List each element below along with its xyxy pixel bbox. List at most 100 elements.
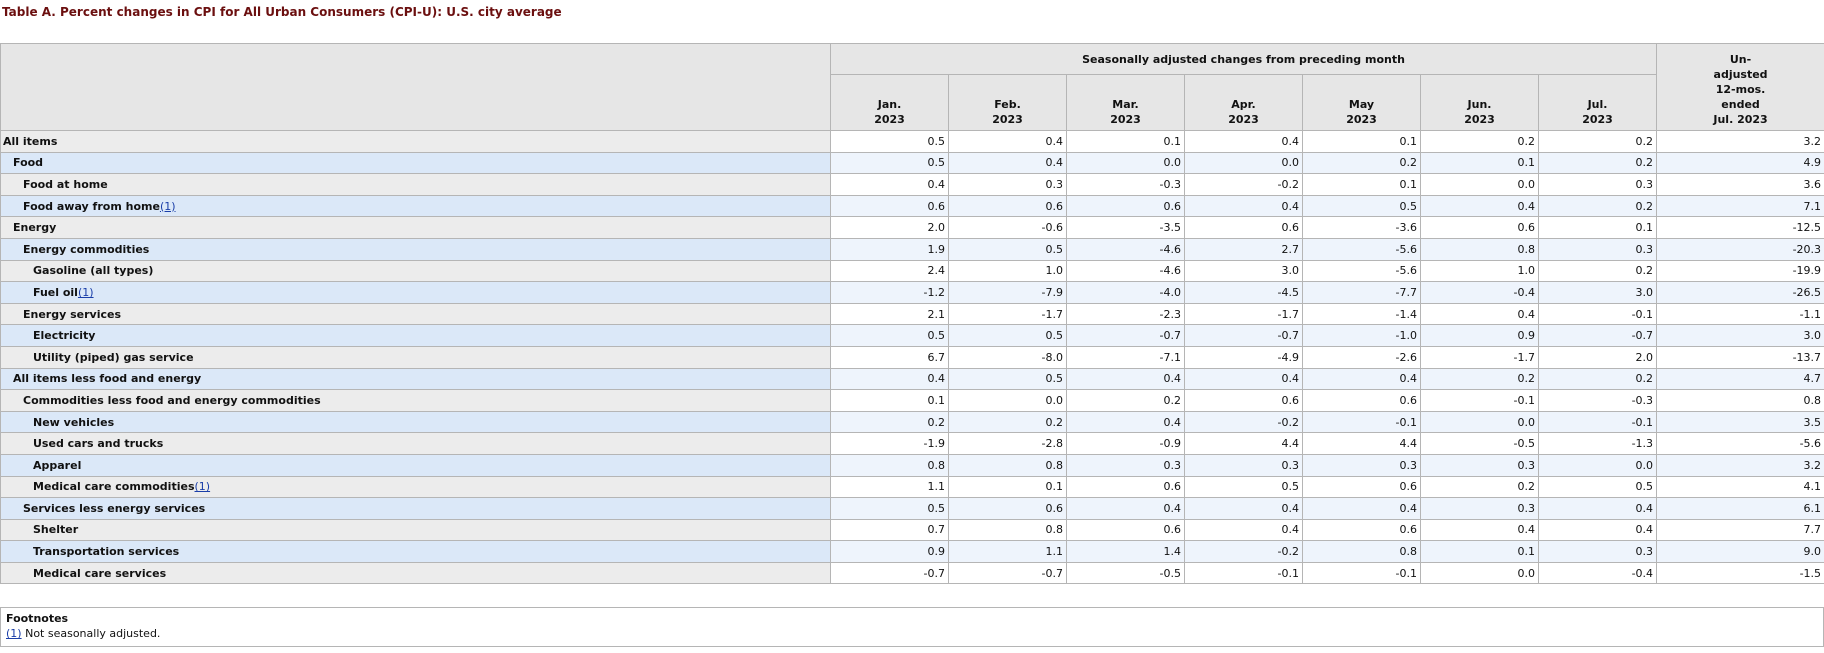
header-month-year: 2023 <box>1110 113 1141 126</box>
table-row: Energy 2.0 -0.6 -3.5 0.6 -3.6 0.6 0.1 -12.5 <box>0 216 1824 239</box>
row-label: Energy services <box>0 302 831 326</box>
table-cell: 0.8 <box>1420 237 1539 261</box>
table-cell: 9.0 <box>1656 540 1824 563</box>
table-cell: 0.5 <box>830 151 949 175</box>
header-unadjusted: Un- adjusted 12-mos. ended Jul. 2023 <box>1656 43 1824 131</box>
table-cell: -0.2 <box>1184 410 1303 434</box>
footnote-link[interactable]: (1) <box>159 199 176 213</box>
table-cell: 0.1 <box>1302 173 1421 196</box>
table-cell: 3.5 <box>1656 410 1824 434</box>
table-row: Gasoline (all types) 2.4 1.0 -4.6 3.0 -5.6 1.0… <box>0 259 1824 283</box>
table-cell: -0.2 <box>1184 173 1303 196</box>
table-cell: 0.5 <box>830 130 949 153</box>
table-row: Food at home 0.4 0.3 -0.3 -0.2 0.1 0.0 0.3 3.6 <box>0 173 1824 196</box>
table-cell: 0.8 <box>1302 540 1421 563</box>
table-cell: 0.6 <box>830 194 949 218</box>
row-label: Fuel oil(1) <box>0 281 831 304</box>
row-label: Gasoline (all types) <box>0 259 831 283</box>
row-label-text: Food <box>13 156 44 170</box>
table-cell: 1.9 <box>830 237 949 261</box>
table-cell: 6.1 <box>1656 497 1824 520</box>
table-cell: 0.4 <box>948 151 1067 175</box>
table-row: Fuel oil(1) -1.2 -7.9 -4.0 -4.5 -7.7 -0.4 3.0 -2… <box>0 281 1824 304</box>
header-corner <box>0 43 831 131</box>
header-month-year: 2023 <box>1346 113 1377 126</box>
table-cell: 0.1 <box>1302 130 1421 153</box>
header-month: Jun. 2023 <box>1420 74 1539 131</box>
table-cell: 0.2 <box>1420 130 1539 153</box>
table-cell: 7.1 <box>1656 194 1824 218</box>
table-row: Electricity 0.5 0.5 -0.7 -0.7 -1.0 0.9 -0.7 3.0 <box>0 324 1824 347</box>
table-cell: 2.7 <box>1184 237 1303 261</box>
table-cell: 0.8 <box>830 453 949 477</box>
table-cell: 0.4 <box>1066 410 1185 434</box>
table-cell: -7.7 <box>1302 281 1421 304</box>
row-label: Energy <box>0 216 831 239</box>
row-label-text: Food at home <box>23 177 108 191</box>
header-unadjusted-line: 12-mos. <box>1715 83 1766 96</box>
table-cell: 4.4 <box>1302 432 1421 455</box>
table-cell: -0.2 <box>1184 540 1303 563</box>
table-cell: 0.2 <box>830 410 949 434</box>
table-cell: -0.1 <box>1302 561 1421 585</box>
table-cell: 1.4 <box>1066 540 1185 563</box>
header-month: Mar. 2023 <box>1066 74 1185 131</box>
header-month-name: May <box>1348 98 1375 111</box>
row-label: Food away from home(1) <box>0 194 831 218</box>
table-cell: 0.0 <box>1537 453 1658 477</box>
header-unadjusted-line: adjusted <box>1713 68 1768 81</box>
table-cell: -19.9 <box>1656 259 1824 283</box>
table-cell: 0.4 <box>1066 367 1185 391</box>
table-cell: -4.6 <box>1066 259 1185 283</box>
row-label-text: Medical care services <box>33 566 167 580</box>
table-cell: 0.5 <box>948 237 1067 261</box>
row-label-text: Transportation services <box>33 545 180 559</box>
table-cell: 0.3 <box>1420 453 1539 477</box>
table-cell: 0.5 <box>1537 475 1658 499</box>
table-cell: 1.0 <box>1420 259 1539 283</box>
footnote-link[interactable]: (1) <box>77 285 94 299</box>
footnote-marker-link[interactable]: (1) <box>6 627 22 640</box>
table-cell: 2.4 <box>830 259 949 283</box>
table-cell: 0.3 <box>948 173 1067 196</box>
table-cell: 0.4 <box>1066 497 1185 520</box>
table-row: Shelter 0.7 0.8 0.6 0.4 0.6 0.4 0.4 7.7 <box>0 518 1824 542</box>
table-cell: -0.6 <box>948 216 1067 239</box>
table-cell: -1.2 <box>830 281 949 304</box>
table-cell: 1.0 <box>948 259 1067 283</box>
row-label-text: Energy services <box>23 307 122 321</box>
row-label: Electricity <box>0 324 831 347</box>
row-label-text: Shelter <box>33 523 79 537</box>
table-cell: 3.2 <box>1656 130 1824 153</box>
table-cell: -0.5 <box>1066 561 1185 585</box>
table-cell: -0.1 <box>1420 389 1539 412</box>
table-cell: 0.3 <box>1537 237 1658 261</box>
table-cell: 0.2 <box>1537 259 1658 283</box>
header-month-name: Mar. <box>1112 98 1139 111</box>
footnote-link[interactable]: (1) <box>194 480 211 494</box>
row-label-text: Food away from home <box>23 199 160 213</box>
row-label: Medical care services <box>0 561 831 585</box>
header-month: Feb. 2023 <box>948 74 1067 131</box>
table-cell: -20.3 <box>1656 237 1824 261</box>
table-cell: -0.7 <box>1066 324 1185 347</box>
table-cell: -0.7 <box>1184 324 1303 347</box>
table-cell: 0.4 <box>1420 302 1539 326</box>
table-cell: -0.1 <box>1302 410 1421 434</box>
table-cell: -4.6 <box>1066 237 1185 261</box>
header-month: Jan. 2023 <box>830 74 949 131</box>
table-cell: -0.4 <box>1537 561 1658 585</box>
header-month: Jul. 2023 <box>1537 74 1658 131</box>
table-cell: -0.1 <box>1184 561 1303 585</box>
table-cell: 0.0 <box>1066 151 1185 175</box>
table-cell: 0.5 <box>1302 194 1421 218</box>
table-cell: -0.7 <box>830 561 949 585</box>
row-label: Apparel <box>0 453 831 477</box>
table-cell: 0.2 <box>1066 389 1185 412</box>
table-cell: -1.5 <box>1656 561 1824 585</box>
table-cell: 0.3 <box>1537 540 1658 563</box>
table-cell: 4.4 <box>1184 432 1303 455</box>
row-label: Services less energy services <box>0 497 831 520</box>
header-month: Apr. 2023 <box>1184 74 1303 131</box>
header-month-year: 2023 <box>874 113 905 126</box>
